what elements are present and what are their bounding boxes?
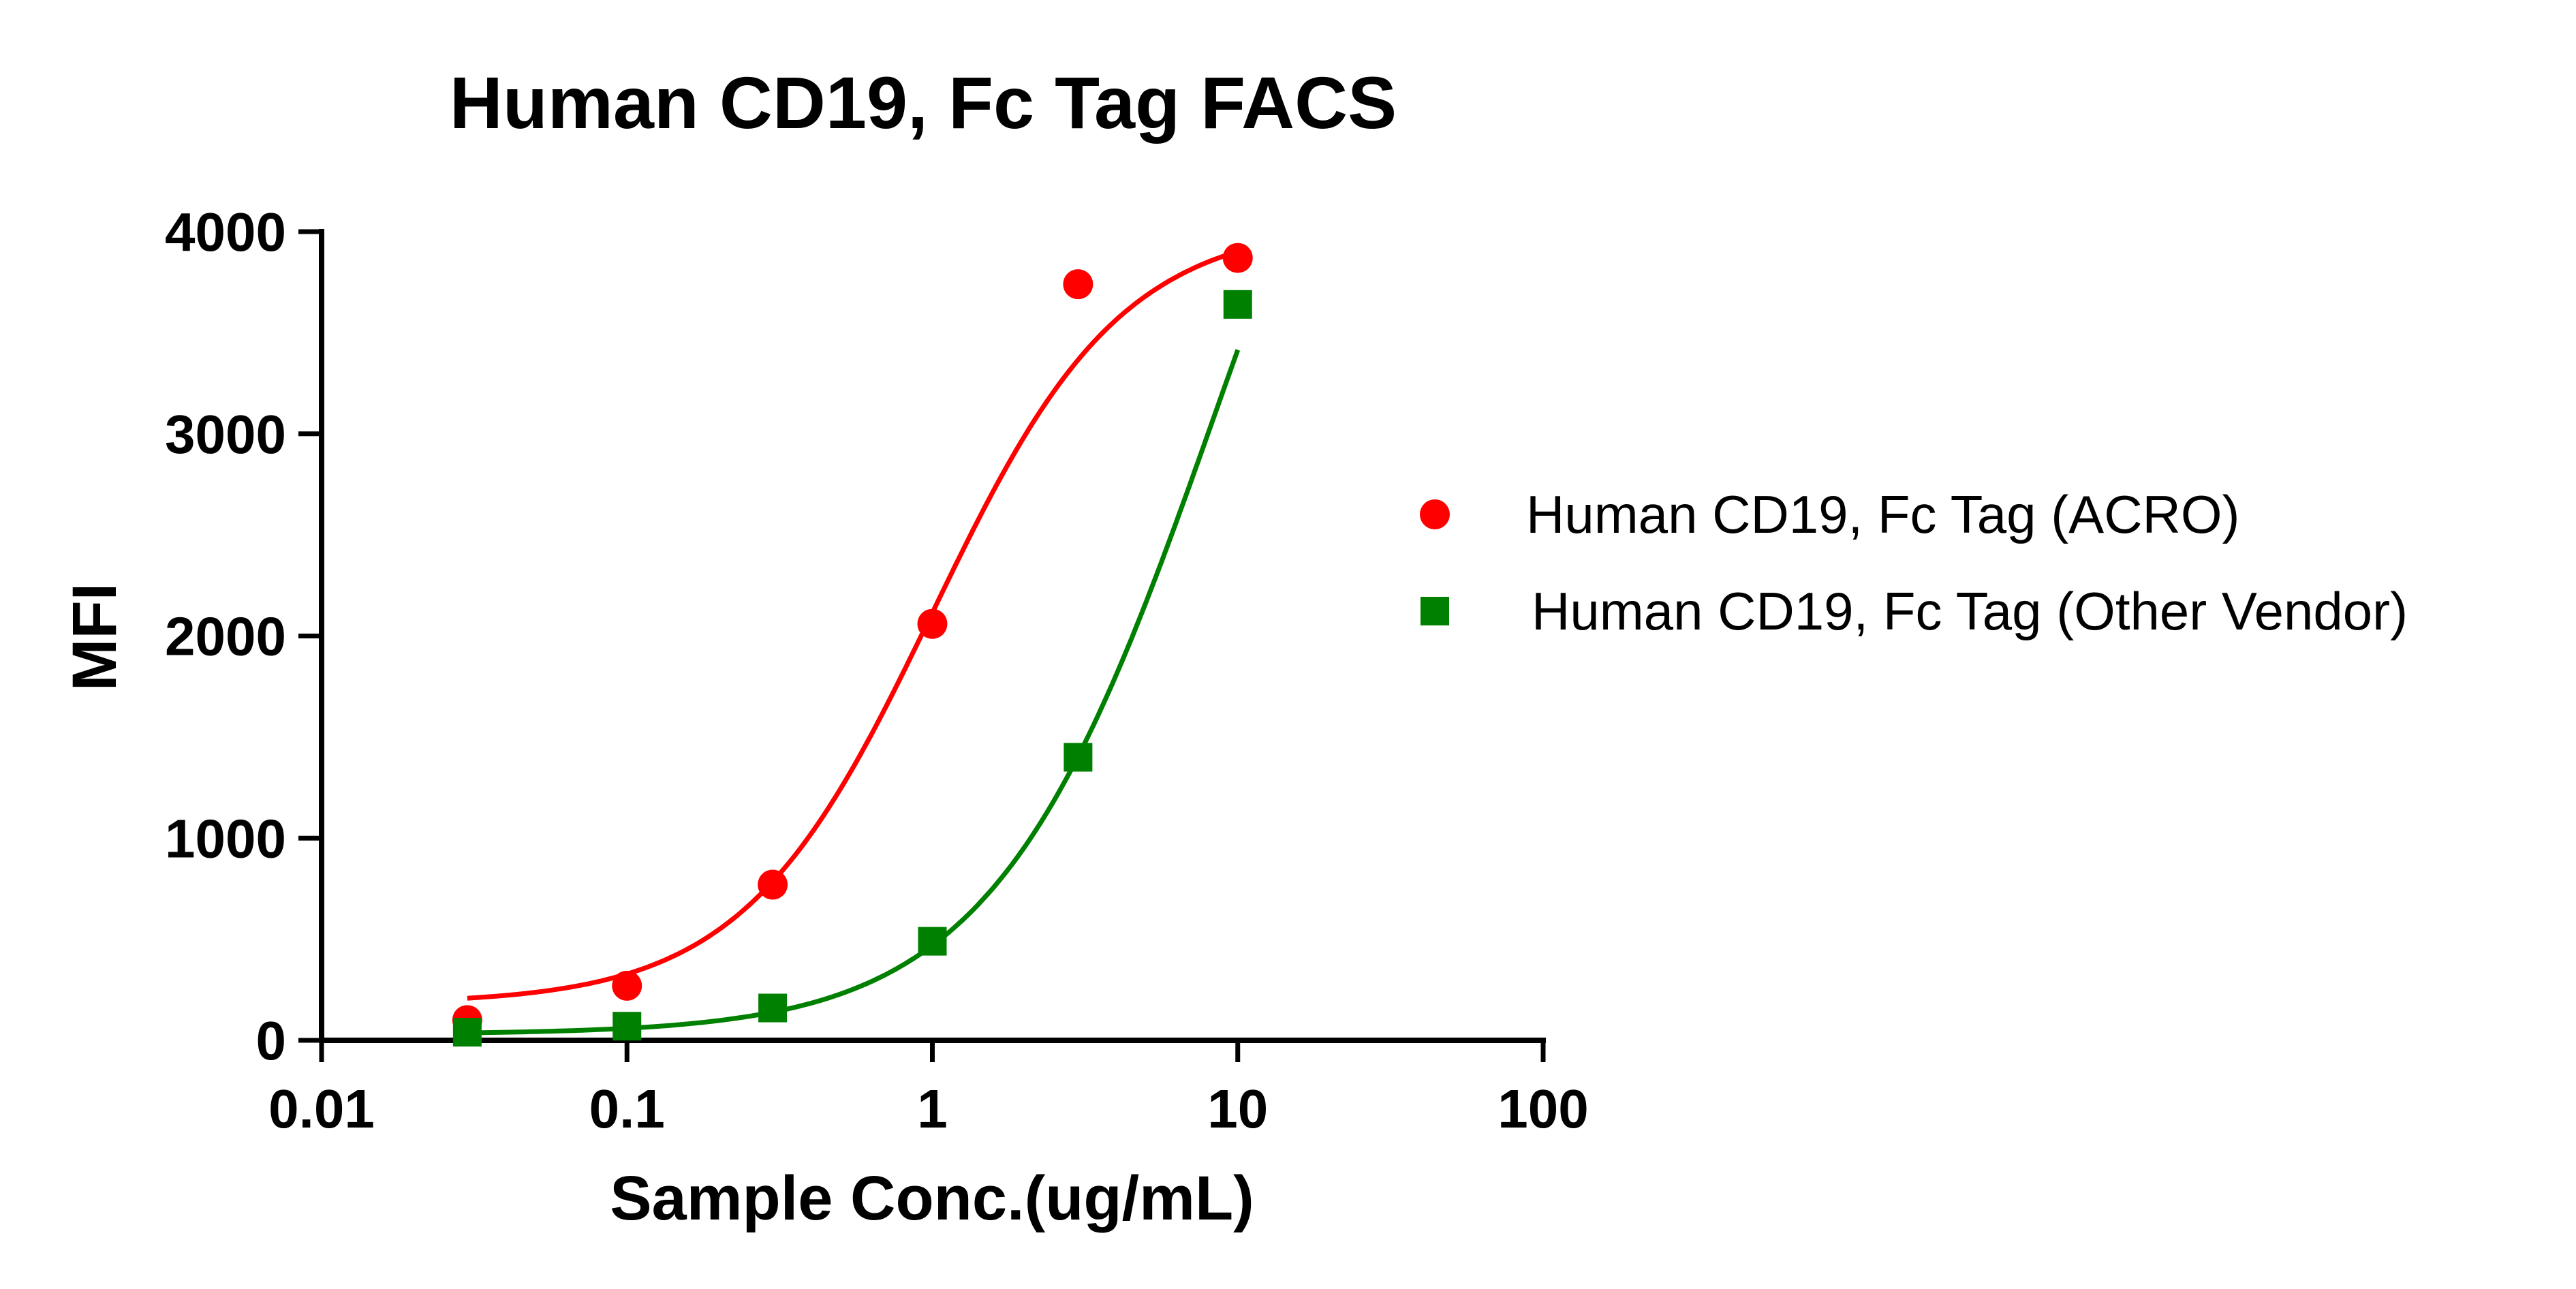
fit-curves	[467, 249, 1241, 1036]
data-point-series-1	[758, 869, 788, 900]
y-tick-label: 1000	[165, 808, 286, 869]
x-tick-label: 0.1	[589, 1078, 665, 1139]
data-point-series-1	[1222, 243, 1253, 273]
data-point-series-2	[1064, 743, 1093, 772]
data-point-series-2	[918, 927, 947, 956]
fit-curve-series-2	[467, 349, 1241, 1036]
x-tick-label: 0.01	[268, 1078, 375, 1139]
legend-label-series-1: Human CD19, Fc Tag (ACRO)	[1526, 484, 2240, 544]
data-point-series-1	[1063, 269, 1093, 300]
fit-curve-series-1	[467, 249, 1239, 1001]
y-tick-label: 2000	[165, 606, 286, 667]
y-tick-label: 4000	[165, 202, 286, 262]
data-point-series-2	[1223, 290, 1252, 319]
legend: Human CD19, Fc Tag (ACRO) Human CD19, Fc …	[1420, 484, 2408, 641]
legend-marker-series-1	[1420, 499, 1450, 529]
x-tick-label: 1	[917, 1078, 948, 1139]
y-axis-label: MFI	[60, 583, 129, 691]
data-points	[452, 243, 1253, 1047]
x-tick-label: 10	[1207, 1078, 1268, 1139]
data-point-series-2	[612, 1012, 642, 1041]
data-point-series-2	[452, 1018, 482, 1047]
legend-marker-series-2	[1421, 597, 1449, 625]
x-axis-label: Sample Conc.(ug/mL)	[610, 1164, 1254, 1233]
y-tick-label: 0	[256, 1010, 287, 1071]
x-tick-label: 100	[1498, 1078, 1588, 1139]
legend-label-series-2: Human CD19, Fc Tag (Other Vendor)	[1532, 581, 2408, 641]
chart-title: Human CD19, Fc Tag FACS	[450, 61, 1397, 144]
y-tick-label: 3000	[165, 404, 286, 465]
data-point-series-1	[917, 608, 948, 639]
data-point-series-1	[612, 970, 642, 1001]
data-point-series-2	[758, 993, 788, 1023]
